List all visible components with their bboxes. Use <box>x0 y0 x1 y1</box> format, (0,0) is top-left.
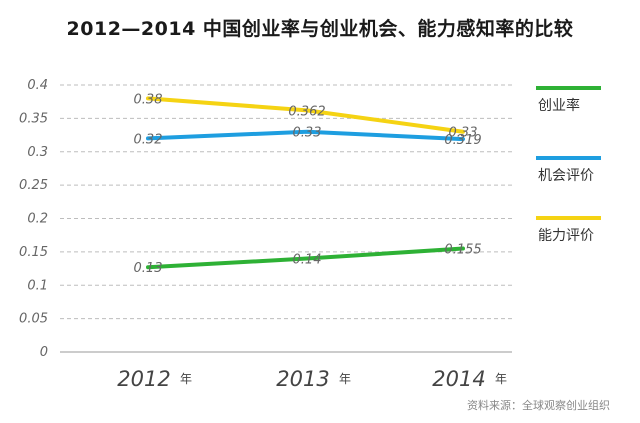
x-tick-unit: 年 <box>339 372 351 386</box>
y-tick-label: 0.15 <box>19 245 48 260</box>
data-label: 0.32 <box>134 132 163 147</box>
series-line <box>146 129 465 142</box>
source-note: 资料来源：全球观察创业组织 <box>467 399 610 412</box>
data-label: 0.319 <box>444 133 481 148</box>
x-tick-unit: 年 <box>180 372 192 386</box>
data-label: 0.13 <box>134 261 163 276</box>
y-tick-label: 0 <box>40 345 48 360</box>
series-line <box>146 96 465 134</box>
y-tick-label: 0.4 <box>27 78 48 93</box>
legend-label: 能力评价 <box>538 228 594 244</box>
data-label: 0.362 <box>288 104 325 119</box>
chart-title: 2012—2014 中国创业率与创业机会、能力感知率的比较 <box>66 18 574 40</box>
data-label: 0.38 <box>134 92 163 107</box>
x-tick-label: 2014 <box>432 367 485 391</box>
y-tick-label: 0.1 <box>27 278 48 293</box>
y-tick-label: 0.35 <box>19 111 48 126</box>
y-tick-label: 0.05 <box>19 312 48 327</box>
data-label: 0.33 <box>449 126 478 141</box>
x-tick-label: 2013 <box>276 367 329 391</box>
data-label: 0.33 <box>293 126 322 141</box>
series-line <box>146 246 465 270</box>
legend-label: 机会评价 <box>538 168 594 184</box>
data-label: 0.14 <box>293 253 322 268</box>
x-tick-label: 2012 <box>117 367 170 391</box>
legend-label: 创业率 <box>538 97 580 114</box>
y-tick-label: 0.2 <box>27 212 48 227</box>
data-label: 0.155 <box>444 243 481 258</box>
y-tick-label: 0.3 <box>27 145 48 160</box>
y-tick-label: 0.25 <box>19 178 48 193</box>
x-tick-unit: 年 <box>495 372 507 386</box>
